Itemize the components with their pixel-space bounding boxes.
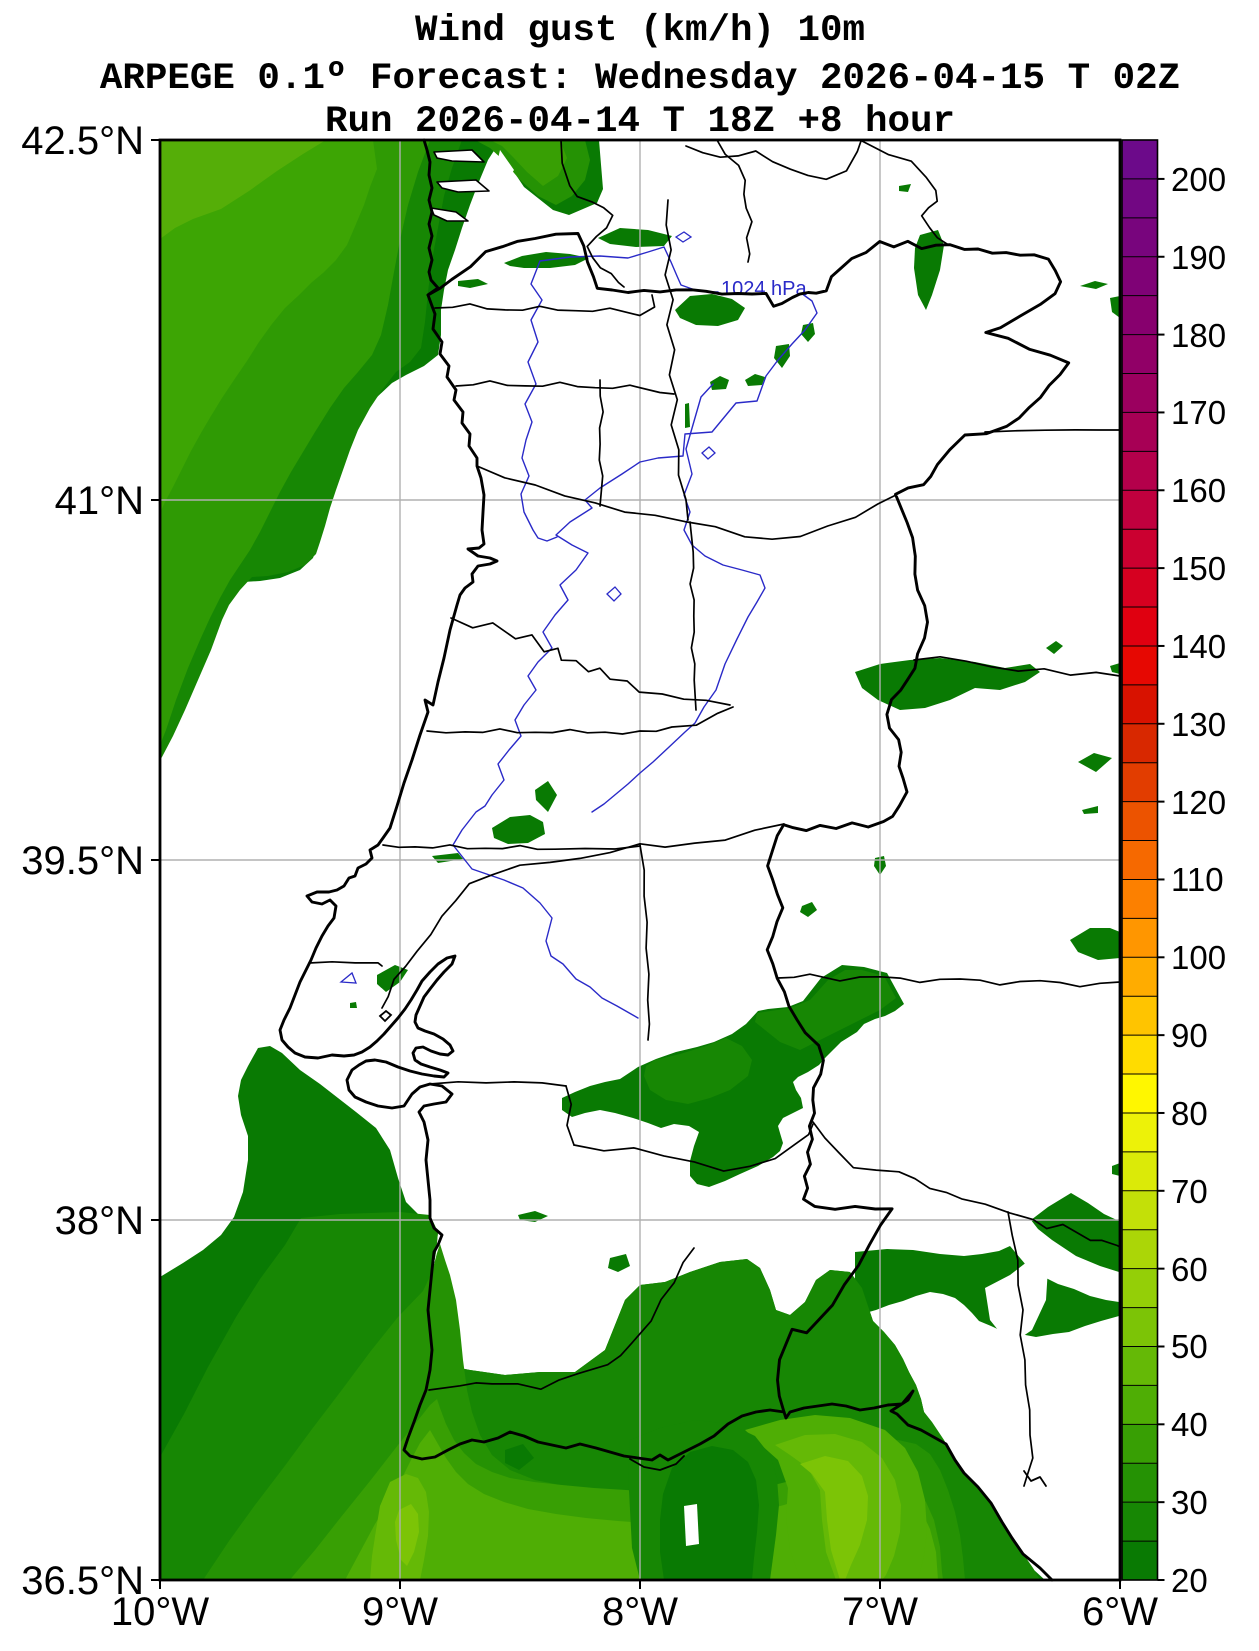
svg-text:30: 30 bbox=[1171, 1484, 1208, 1521]
svg-text:170: 170 bbox=[1171, 394, 1226, 431]
svg-text:9°W: 9°W bbox=[362, 1590, 438, 1634]
svg-text:20: 20 bbox=[1171, 1562, 1208, 1599]
svg-text:60: 60 bbox=[1171, 1251, 1208, 1288]
svg-text:190: 190 bbox=[1171, 239, 1226, 276]
svg-text:100: 100 bbox=[1171, 939, 1226, 976]
svg-text:42.5°N: 42.5°N bbox=[21, 119, 144, 163]
svg-text:Run 2026-04-14 T 18Z +8 hour: Run 2026-04-14 T 18Z +8 hour bbox=[325, 101, 955, 143]
svg-text:160: 160 bbox=[1171, 472, 1226, 509]
svg-text:ARPEGE 0.1º Forecast: Wednesda: ARPEGE 0.1º Forecast: Wednesday 2026-04-… bbox=[100, 58, 1180, 100]
svg-text:130: 130 bbox=[1171, 706, 1226, 743]
svg-text:7°W: 7°W bbox=[842, 1590, 918, 1634]
svg-text:8°W: 8°W bbox=[602, 1590, 678, 1634]
svg-text:80: 80 bbox=[1171, 1095, 1208, 1132]
svg-text:39.5°N: 39.5°N bbox=[21, 839, 144, 883]
svg-text:200: 200 bbox=[1171, 161, 1226, 198]
svg-text:90: 90 bbox=[1171, 1017, 1208, 1054]
svg-text:Wind gust (km/h) 10m: Wind gust (km/h) 10m bbox=[415, 10, 865, 52]
svg-text:180: 180 bbox=[1171, 317, 1226, 354]
svg-text:140: 140 bbox=[1171, 628, 1226, 665]
svg-text:120: 120 bbox=[1171, 784, 1226, 821]
svg-text:110: 110 bbox=[1171, 861, 1224, 898]
svg-text:41°N: 41°N bbox=[55, 479, 144, 523]
svg-text:150: 150 bbox=[1171, 550, 1226, 587]
svg-text:70: 70 bbox=[1171, 1173, 1208, 1210]
svg-text:10°W: 10°W bbox=[111, 1590, 209, 1634]
svg-text:40: 40 bbox=[1171, 1406, 1208, 1443]
svg-text:50: 50 bbox=[1171, 1328, 1208, 1365]
svg-text:36.5°N: 36.5°N bbox=[21, 1559, 144, 1603]
svg-text:38°N: 38°N bbox=[55, 1199, 144, 1243]
svg-text:6°W: 6°W bbox=[1082, 1590, 1158, 1634]
